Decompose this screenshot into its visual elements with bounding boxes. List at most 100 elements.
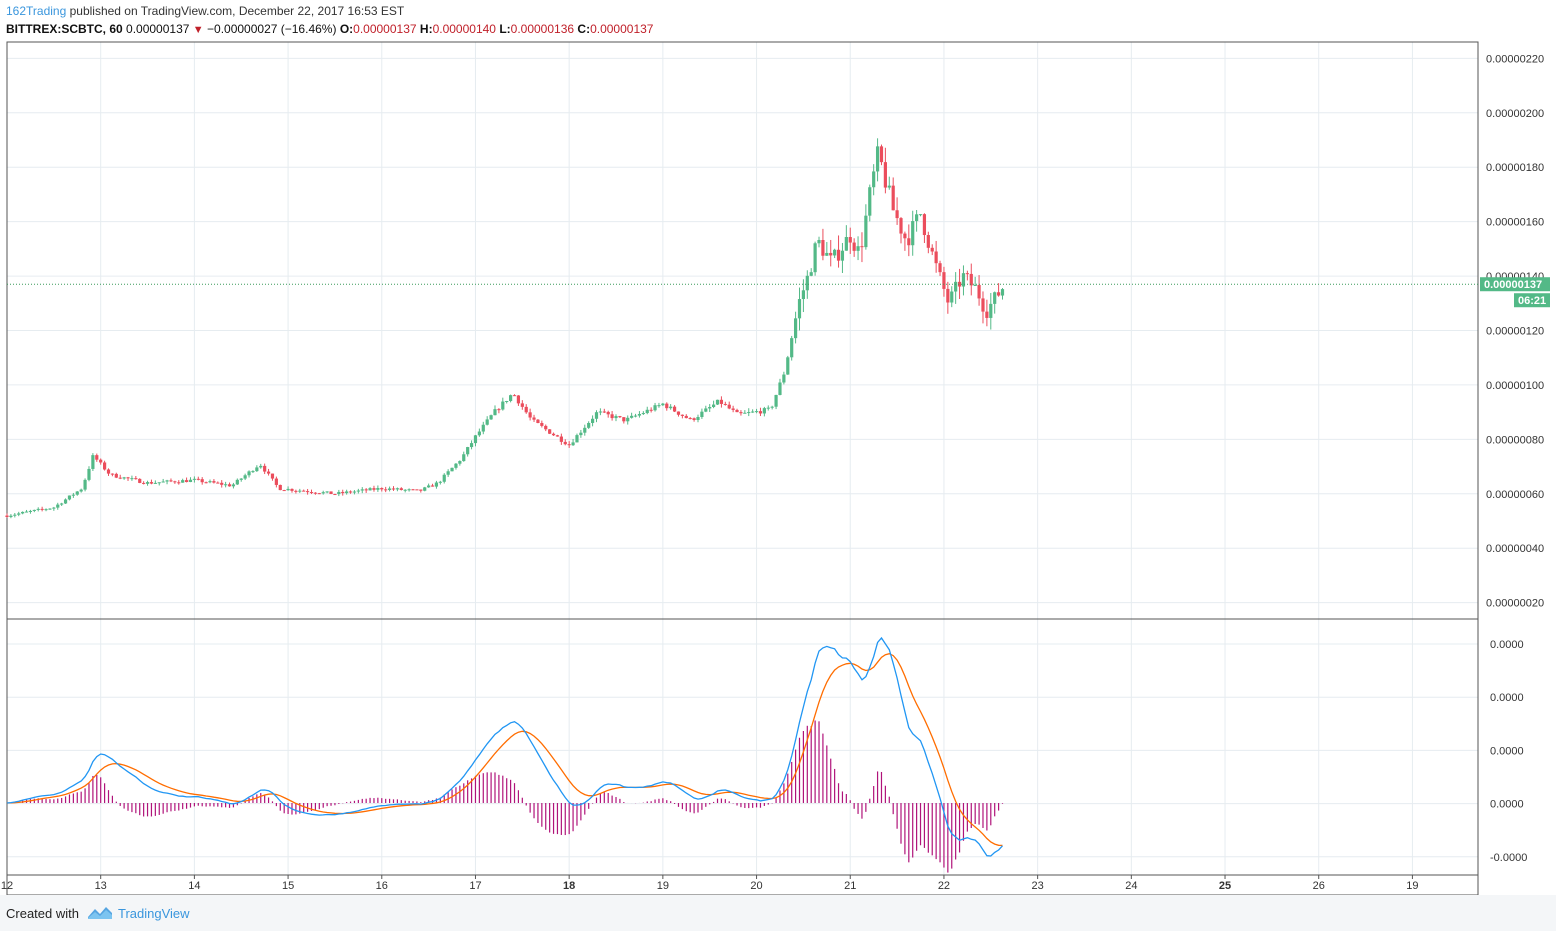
y-tick-label: 0.00000040 bbox=[1486, 543, 1544, 555]
y-tick-label: 0.0000 bbox=[1490, 639, 1524, 651]
candle-body bbox=[598, 411, 602, 413]
candle-body bbox=[387, 488, 392, 490]
candle-body bbox=[399, 488, 403, 490]
candle-body bbox=[181, 480, 185, 483]
candle-body bbox=[840, 250, 845, 261]
x-tick-label: 26 bbox=[1313, 880, 1325, 892]
candle-body bbox=[87, 468, 91, 480]
candle-body bbox=[13, 514, 17, 516]
candle-body bbox=[911, 221, 915, 246]
candle-body bbox=[735, 409, 739, 413]
candle-body bbox=[235, 479, 239, 485]
candle-body bbox=[91, 455, 95, 469]
candle-body bbox=[430, 485, 435, 487]
candle-body bbox=[715, 399, 720, 405]
x-tick-label: 22 bbox=[938, 880, 950, 892]
x-tick-label: 21 bbox=[844, 880, 856, 892]
candle-body bbox=[622, 417, 626, 422]
candle-body bbox=[481, 424, 485, 432]
candle-body bbox=[626, 417, 630, 422]
candle-body bbox=[48, 508, 52, 510]
candle-body bbox=[989, 303, 993, 318]
candle-body bbox=[641, 413, 645, 415]
chart-canvas[interactable]: 0.00000020 0.00000040 0.00000060 0.00000080… bbox=[0, 0, 1556, 895]
candle-body bbox=[555, 435, 560, 437]
candle-body bbox=[864, 215, 868, 248]
candle-body bbox=[110, 473, 115, 475]
candle-body bbox=[528, 412, 532, 418]
candle-body bbox=[536, 419, 540, 423]
candle-body bbox=[891, 185, 895, 211]
candle-body bbox=[259, 465, 263, 468]
candle-body bbox=[778, 382, 782, 395]
candle-body bbox=[579, 432, 583, 436]
candle-body bbox=[493, 409, 497, 416]
candle-body bbox=[196, 478, 200, 480]
candle-body bbox=[852, 242, 856, 251]
countdown-tag bbox=[1514, 293, 1550, 308]
candle-body bbox=[24, 511, 29, 513]
down-arrow-icon: ▼ bbox=[192, 24, 204, 36]
candle-body bbox=[509, 395, 513, 402]
candle-body bbox=[266, 471, 271, 474]
candle-body bbox=[118, 477, 122, 479]
candle-body bbox=[306, 491, 310, 493]
candle-body bbox=[192, 478, 196, 480]
candle-body bbox=[946, 288, 950, 303]
ohlc-legend: BITTREX:SCBTC, 60 0.00000137 ▼ −0.000000… bbox=[6, 22, 653, 36]
created-with-label: Created with bbox=[6, 906, 79, 921]
candle-body bbox=[71, 494, 75, 496]
candle-body bbox=[184, 480, 189, 483]
x-tick-label: 18 bbox=[563, 880, 575, 892]
author-link[interactable]: 162Trading bbox=[6, 4, 67, 18]
candle-body bbox=[704, 408, 708, 412]
high-value: 0.00000140 bbox=[432, 22, 496, 36]
candle-body bbox=[520, 403, 524, 407]
candle-body bbox=[216, 482, 220, 484]
candle-body bbox=[708, 406, 712, 409]
candle-body bbox=[469, 443, 474, 448]
current-price-label: 0.00000137 bbox=[1484, 279, 1542, 291]
candle-body bbox=[313, 492, 318, 494]
candle-body bbox=[758, 411, 763, 414]
candle-body bbox=[747, 412, 751, 414]
candle-body bbox=[938, 263, 942, 273]
candle-body bbox=[996, 292, 1001, 296]
macd-signal-line bbox=[6, 653, 1003, 847]
candle-body bbox=[942, 272, 946, 289]
candle-body bbox=[571, 442, 575, 446]
candle-body bbox=[934, 251, 938, 264]
candle-body bbox=[700, 411, 704, 418]
candle-body bbox=[458, 461, 462, 464]
candle-body bbox=[868, 187, 872, 216]
candle-body bbox=[833, 249, 837, 256]
candle-body bbox=[926, 235, 930, 248]
tradingview-link[interactable]: TradingView bbox=[118, 906, 190, 921]
candle-body bbox=[957, 281, 962, 287]
candle-body bbox=[251, 471, 255, 473]
candle-body bbox=[411, 489, 415, 491]
candle-body bbox=[126, 477, 130, 479]
candle-body bbox=[993, 292, 997, 304]
y-tick-label: 0.00000020 bbox=[1486, 598, 1544, 610]
publish-info: 162Trading published on TradingView.com,… bbox=[6, 4, 404, 18]
candle-body bbox=[56, 504, 60, 508]
candle-body bbox=[985, 311, 989, 318]
candle-body bbox=[809, 272, 813, 276]
candle-body bbox=[239, 478, 243, 480]
candle-body bbox=[352, 491, 357, 493]
tradingview-logo-icon[interactable] bbox=[87, 904, 113, 925]
candle-body bbox=[177, 482, 181, 484]
candle-body bbox=[782, 374, 786, 383]
candle-body bbox=[719, 399, 724, 404]
close-value: 0.00000137 bbox=[590, 22, 654, 36]
candle-body bbox=[231, 484, 236, 487]
candle-body bbox=[345, 491, 349, 494]
high-label: H: bbox=[419, 22, 433, 36]
candle-body bbox=[544, 425, 548, 430]
candle-body bbox=[427, 485, 431, 488]
candle-body bbox=[825, 252, 829, 256]
published-text: published on TradingView.com, December 2… bbox=[66, 4, 405, 18]
candle-body bbox=[973, 284, 977, 286]
candle-body bbox=[368, 488, 372, 491]
